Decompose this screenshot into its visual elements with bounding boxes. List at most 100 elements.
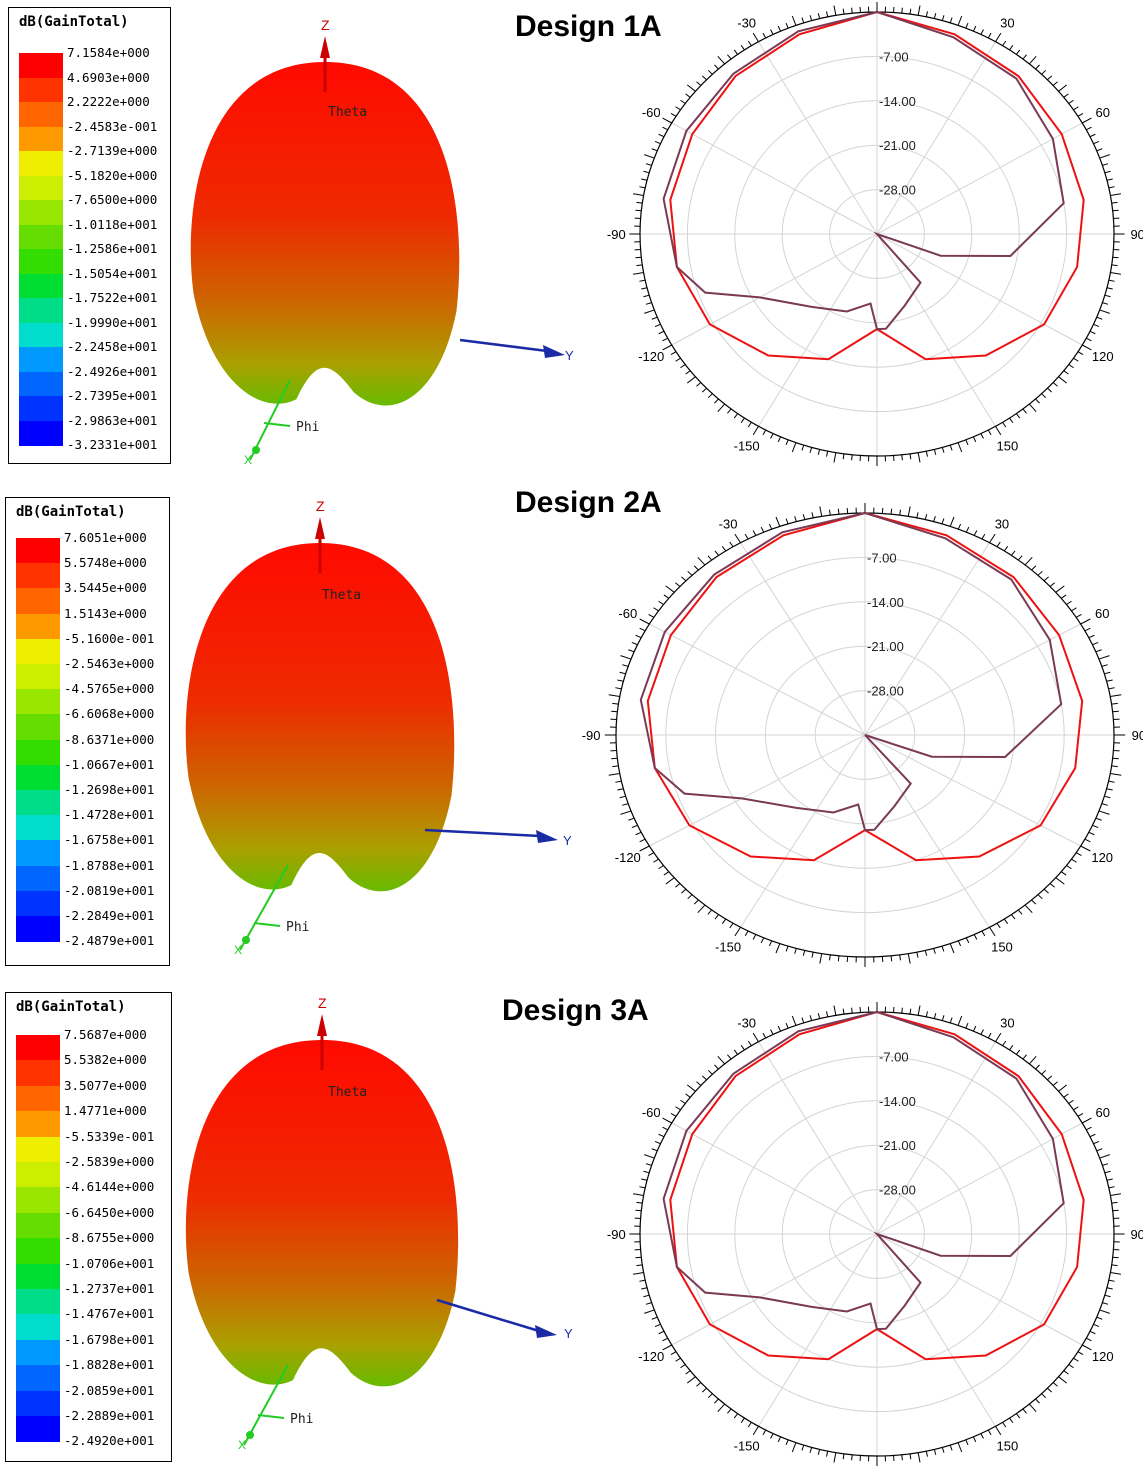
angle-tick-label: 120: [1092, 349, 1114, 364]
polar-tick-mark: [811, 952, 814, 958]
angle-tick-label: -120: [615, 850, 641, 865]
legend-swatch: [16, 739, 60, 766]
legend-value: -1.6758e+001: [64, 832, 155, 848]
radial-tick-label: -28.00: [867, 684, 904, 699]
polar-tick-mark: [949, 17, 953, 24]
z-axis-label: Z: [321, 17, 330, 33]
polar-tick-mark: [1041, 393, 1047, 399]
polar-tick-mark: [828, 509, 831, 516]
polar-tick-mark: [1096, 1148, 1103, 1152]
radial-tick-label: -21.00: [867, 639, 904, 654]
polar-tick-mark: [957, 442, 963, 453]
polar-tick-mark: [770, 1433, 774, 1439]
x-axis-label: X: [234, 943, 242, 957]
polar-tick-mark: [615, 687, 622, 690]
polar-tick-mark: [665, 877, 675, 885]
polar-tick-mark: [1098, 655, 1110, 660]
polar-tick-mark: [1047, 1075, 1053, 1081]
legend-swatch: [16, 1289, 60, 1316]
polar-tick-mark: [747, 1421, 752, 1428]
polar-tick-mark: [890, 508, 893, 515]
legend-swatch: [19, 347, 63, 373]
polar-tick-mark: [744, 533, 749, 540]
angle-tick-label: 120: [1092, 1349, 1114, 1364]
polar-tick-mark: [770, 433, 774, 439]
polar-tick-mark: [639, 838, 646, 843]
polar-tick-mark: [1092, 824, 1099, 829]
polar-tick-mark: [949, 1017, 953, 1024]
polar-tick-mark: [801, 444, 805, 451]
polar-tick-mark: [972, 25, 977, 32]
polar-tick-mark: [727, 54, 732, 60]
polar-plot: 0306090120150-180-150-120-90-60-30-7.00-…: [607, 2, 1143, 466]
polar-tick-mark: [1068, 364, 1074, 369]
legend-swatch: [19, 298, 63, 324]
polar-tick-mark: [965, 937, 970, 944]
polar-tick-mark: [833, 5, 837, 16]
polar-tick-mark: [801, 17, 805, 24]
polar-tick-mark: [714, 64, 719, 70]
polar-tick-mark: [686, 1376, 696, 1384]
polar-tick-mark: [662, 344, 672, 351]
polar-tick-mark: [1110, 1272, 1121, 1275]
polar-tick-mark: [1089, 133, 1096, 138]
polar-tick-mark: [972, 436, 977, 443]
polar-tick-mark: [644, 309, 655, 314]
y-axis: [459, 338, 548, 353]
polar-tick-mark: [654, 1140, 661, 1145]
polar-grid-spoke: [758, 1041, 878, 1235]
polar-tick-mark: [619, 671, 626, 675]
polar-tick-mark: [721, 918, 727, 924]
polar-tick-mark: [791, 442, 797, 453]
polar-tick-mark: [1043, 576, 1049, 582]
legend-swatch: [16, 538, 60, 565]
polar-tick-mark: [1104, 1294, 1111, 1298]
polar-tick-mark: [1106, 287, 1113, 290]
angle-tick-label: -180: [852, 972, 878, 975]
polar-tick-mark: [1086, 337, 1092, 342]
polar-tick-mark: [636, 264, 643, 267]
polar-tick-mark: [744, 930, 749, 937]
polar-tick-mark: [747, 421, 752, 428]
polar-tick-mark: [1073, 1357, 1079, 1362]
polar-tick-mark: [972, 1436, 977, 1443]
angle-tick-label: 60: [1095, 606, 1109, 621]
polar-tick-mark: [1010, 550, 1016, 556]
polar-grid-spoke: [740, 542, 866, 736]
polar-tick-mark: [658, 865, 664, 870]
polar-tick-mark: [1063, 1370, 1069, 1375]
y-axis-label: Y: [564, 1326, 573, 1341]
legend-value: 1.4771e+000: [64, 1103, 147, 1119]
polar-tick-mark: [1022, 1408, 1027, 1414]
polar-tick-mark: [1063, 1093, 1069, 1098]
legend-value: -7.6500e+000: [67, 192, 158, 207]
polar-tick-mark: [1052, 382, 1058, 387]
polar-tick-mark: [1063, 93, 1069, 98]
legend-value: -1.4728e+001: [64, 807, 155, 823]
polar-tick-mark: [1089, 1133, 1096, 1138]
legend-value: 5.5382e+000: [64, 1052, 147, 1068]
polar-tick-mark: [842, 1453, 845, 1460]
polar-tick-mark: [980, 29, 984, 35]
polar-tick-mark: [1108, 186, 1115, 189]
polar-tick-mark: [1058, 1376, 1068, 1384]
z-axis-arrow: [320, 36, 330, 58]
polar-ticks: [629, 2, 1125, 466]
polar-tick-mark: [675, 883, 681, 888]
polar-tick-mark: [901, 454, 903, 461]
legend-swatch: [19, 200, 63, 226]
legend-value: -3.2331e+001: [67, 437, 158, 452]
polar-tick-mark: [851, 1454, 853, 1461]
polar-grid-spoke: [864, 623, 1081, 736]
legend-color-scale: [16, 1035, 60, 1443]
polar-tick-mark: [1060, 594, 1067, 599]
polar-tick-mark: [1002, 1040, 1007, 1047]
polar-tick-mark: [707, 393, 713, 399]
polar-tick-mark: [648, 613, 655, 618]
polar-tick-mark: [701, 1075, 707, 1081]
polar-tick-mark: [641, 178, 648, 181]
legend-value: -2.2849e+001: [64, 908, 155, 923]
polar-tick-mark: [1096, 316, 1103, 320]
angle-tick-label: -30: [737, 1016, 756, 1031]
polar-tick-mark: [1049, 883, 1055, 888]
